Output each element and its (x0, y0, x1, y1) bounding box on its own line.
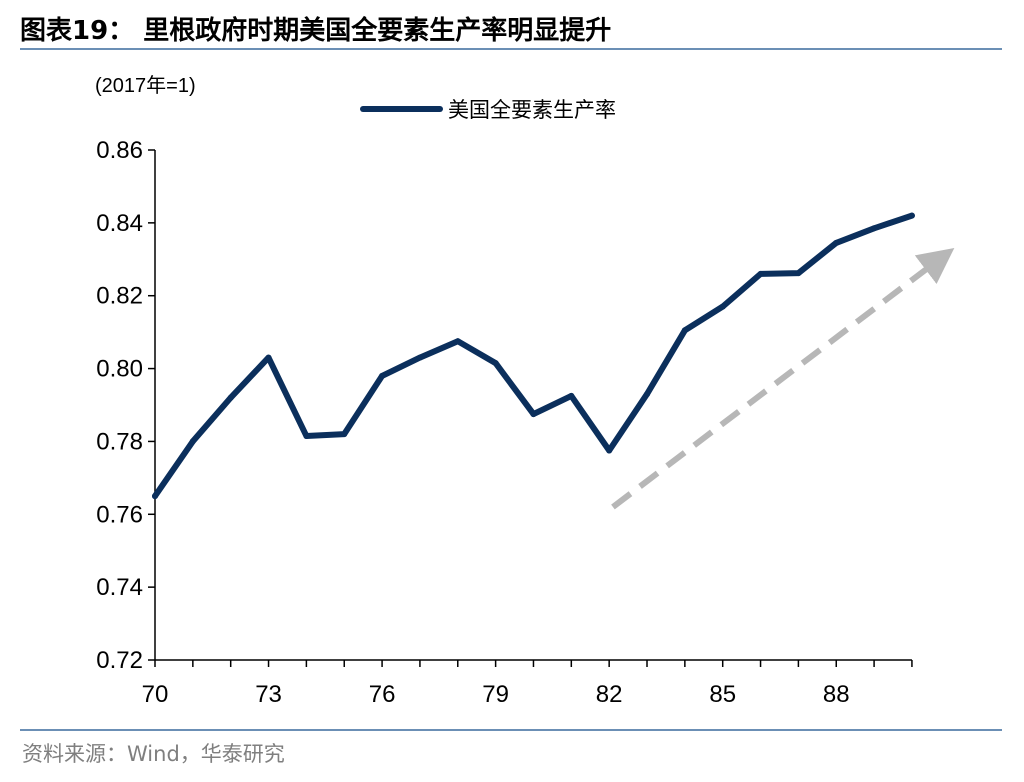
data-point (492, 360, 499, 367)
data-point (416, 354, 423, 361)
data-point (530, 411, 537, 418)
x-tick-label: 82 (596, 681, 623, 708)
y-tick-label: 0.72 (96, 647, 143, 674)
x-tick-label: 79 (482, 681, 509, 708)
top-divider (20, 48, 1002, 50)
y-tick-label: 0.82 (96, 283, 143, 310)
data-point (227, 394, 234, 401)
data-point (871, 225, 878, 232)
legend: 美国全要素生产率 (360, 98, 616, 122)
trend-arrow (611, 247, 955, 510)
data-point (795, 270, 802, 277)
data-point (644, 391, 650, 398)
data-point (908, 212, 915, 219)
data-point (833, 239, 840, 246)
y-tick-label: 0.74 (96, 574, 143, 601)
data-point (265, 354, 272, 361)
data-point (454, 338, 461, 345)
plot-area (152, 212, 955, 510)
data-point (152, 493, 158, 500)
data-point (606, 447, 613, 454)
y-tick-label: 0.86 (96, 137, 143, 164)
y-tick-label: 0.76 (96, 501, 143, 528)
x-tick-label: 70 (142, 681, 169, 708)
bottom-divider (20, 729, 1002, 731)
x-tick-label: 76 (369, 681, 396, 708)
y-tick-label: 0.80 (96, 356, 143, 383)
data-point (568, 392, 575, 399)
data-point (189, 438, 196, 445)
data-point (719, 303, 726, 310)
x-tick-label: 88 (823, 681, 850, 708)
data-point (681, 327, 688, 334)
y-axis-unit-label: (2017年=1) (95, 74, 196, 97)
x-tick-label: 73 (255, 681, 282, 708)
axes: 0.72 0.74 0.76 0.78 0.80 0.82 0.84 0.86 70 73 76 79… (96, 137, 913, 708)
data-point (379, 372, 386, 379)
y-tick-label: 0.78 (96, 428, 143, 455)
legend-label: 美国全要素生产率 (448, 98, 616, 122)
y-tick-label: 0.84 (96, 210, 143, 237)
source-note: 资料来源：Wind，华泰研究 (22, 742, 285, 766)
data-point (341, 431, 348, 438)
chart-title: 图表19： 里根政府时期美国全要素生产率明显提升 (20, 16, 612, 46)
data-point (757, 270, 764, 277)
data-point (303, 433, 310, 439)
x-tick-label: 85 (709, 681, 736, 708)
